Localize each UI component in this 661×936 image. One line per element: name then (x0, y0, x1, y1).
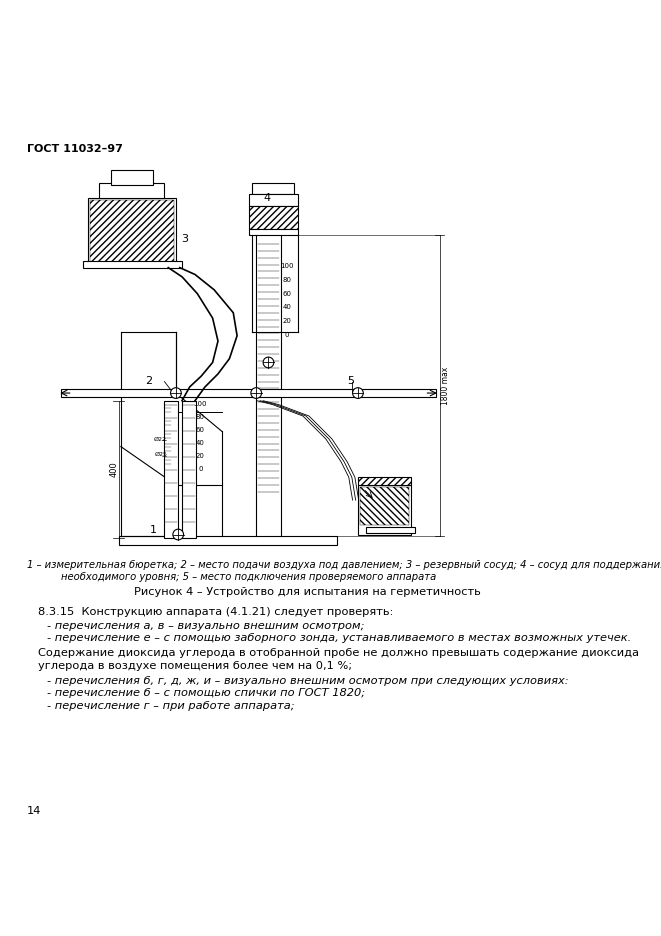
Bar (366, 527, 415, 533)
Circle shape (251, 388, 262, 399)
Bar (358, 485, 412, 534)
Text: 60: 60 (282, 290, 292, 297)
Text: 3: 3 (181, 234, 188, 244)
Text: 1 – измерительная бюретка; 2 – место подачи воздуха под давлением; 3 – резервный: 1 – измерительная бюретка; 2 – место под… (26, 560, 661, 570)
Text: 80: 80 (196, 414, 205, 419)
Text: Ø25: Ø25 (154, 452, 167, 457)
Text: 40: 40 (196, 440, 205, 446)
Text: 4: 4 (263, 193, 270, 203)
Text: - перечисление е – с помощью заборного зонда, устанавливаемого в местах возможны: - перечисление е – с помощью заборного з… (48, 633, 632, 643)
Text: 0: 0 (198, 466, 203, 472)
Text: - перечисление г – при работе аппарата;: - перечисление г – при работе аппарата; (48, 700, 295, 710)
Bar (249, 206, 298, 228)
Bar (61, 389, 436, 397)
Bar (83, 261, 182, 268)
Text: 1: 1 (149, 525, 157, 535)
Text: Рисунок 4 – Устройство для испытания на герметичность: Рисунок 4 – Устройство для испытания на … (134, 587, 481, 597)
Circle shape (171, 388, 181, 399)
Bar (118, 536, 336, 546)
Text: 1800 max: 1800 max (442, 366, 450, 404)
Text: 20: 20 (196, 453, 205, 459)
Text: 60: 60 (196, 427, 205, 432)
Text: углерода в воздухе помещения более чем на 0,1 %;: углерода в воздухе помещения более чем н… (38, 661, 352, 671)
Bar (249, 194, 298, 206)
Text: Ø22: Ø22 (154, 436, 167, 442)
Bar (88, 198, 176, 267)
Bar (99, 183, 165, 198)
Text: 8.3.15  Конструкцию аппарата (4.1.21) следует проверять:: 8.3.15 Конструкцию аппарата (4.1.21) сле… (38, 607, 393, 617)
Circle shape (263, 358, 274, 368)
Bar (165, 401, 178, 538)
Bar (182, 401, 196, 538)
Text: 5: 5 (347, 376, 354, 387)
Text: - перечисления б, г, д, ж, и – визуально внешним осмотром при следующих условиях: - перечисления б, г, д, ж, и – визуально… (48, 676, 569, 686)
Text: 20: 20 (282, 318, 292, 324)
Text: 2: 2 (145, 376, 153, 387)
Bar (249, 228, 298, 235)
Text: 80: 80 (282, 277, 292, 283)
Circle shape (173, 529, 184, 540)
Bar (111, 169, 153, 185)
Text: 0: 0 (284, 332, 289, 338)
Text: 14: 14 (26, 806, 41, 816)
Text: 400: 400 (110, 461, 118, 477)
Text: 100: 100 (194, 401, 207, 407)
Bar (360, 487, 409, 525)
Bar (253, 183, 294, 194)
Circle shape (352, 388, 364, 399)
Text: 100: 100 (280, 263, 293, 269)
Text: - перечисление б – с помощью спички по ГОСТ 1820;: - перечисление б – с помощью спички по Г… (48, 688, 366, 698)
Text: ГОСТ 11032–97: ГОСТ 11032–97 (26, 144, 123, 154)
Text: - перечисления а, в – визуально внешним осмотром;: - перечисления а, в – визуально внешним … (48, 621, 365, 631)
Text: 40: 40 (282, 304, 292, 311)
Text: необходимого уровня; 5 – место подключения проверяемого аппарата: необходимого уровня; 5 – место подключен… (61, 572, 436, 582)
Text: Содержание диоксида углерода в отобранной пробе не должно превышать содержание д: Содержание диоксида углерода в отобранно… (38, 649, 639, 659)
Bar (91, 200, 174, 265)
Bar (358, 477, 412, 485)
